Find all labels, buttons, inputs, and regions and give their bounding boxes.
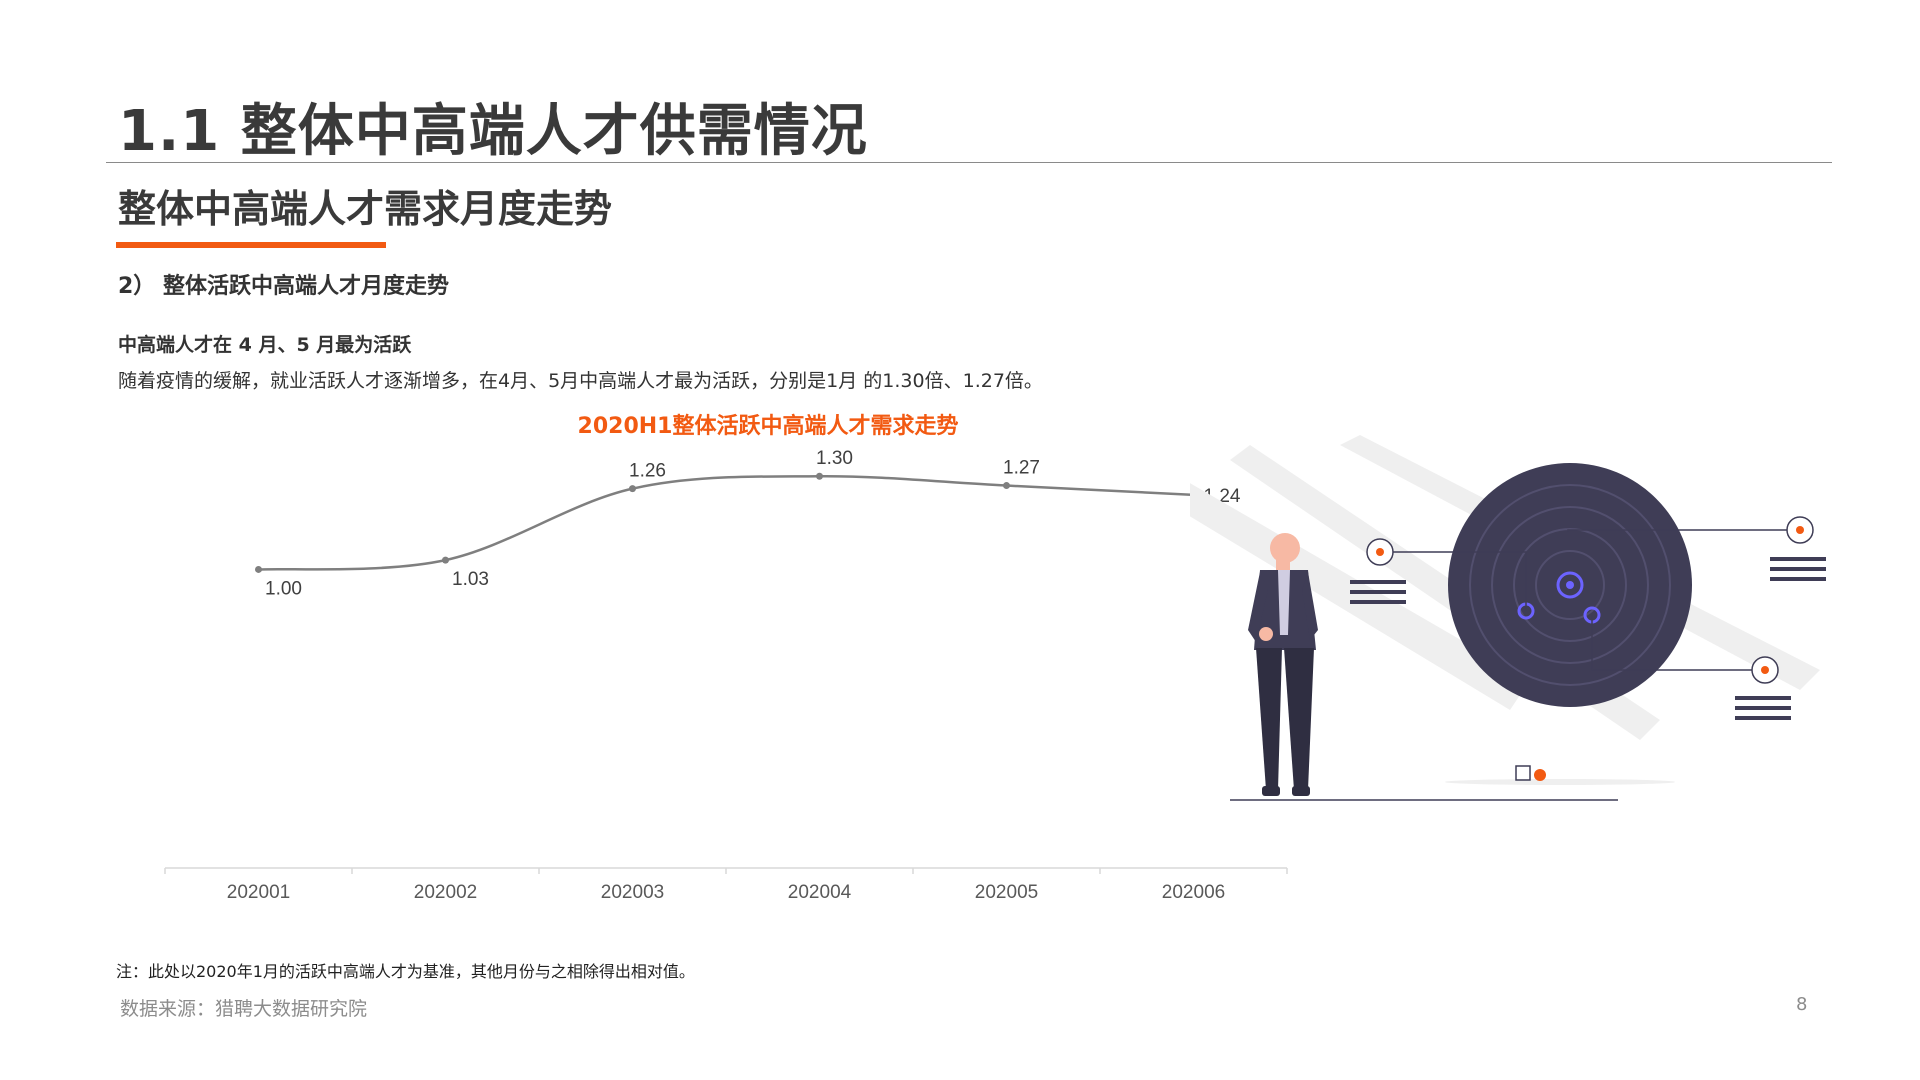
marker-bottom-right [1735, 656, 1791, 720]
data-point [442, 556, 449, 564]
data-point [255, 565, 262, 573]
page-number: 8 [1796, 994, 1808, 1015]
data-label: 1.26 [629, 461, 666, 482]
page-title: 1.1 整体中高端人才供需情况 [118, 99, 868, 164]
person-with-radar-target-illustration [1190, 435, 1826, 801]
marker-top-right [1770, 516, 1826, 581]
title-divider [106, 162, 1832, 163]
footnote: 注：此处以2020年1月的活跃中高端人才为基准，其他月份与之相除得出相对值。 [116, 962, 695, 981]
radar-target [1380, 463, 1800, 707]
subsection-heading: 2） 整体活跃中高端人才月度走势 [118, 274, 449, 299]
data-point [629, 485, 636, 493]
data-source: 数据来源：猎聘大数据研究院 [120, 998, 368, 1020]
x-tick-label: 202002 [414, 882, 477, 903]
section-title: 整体中高端人才需求月度走势 [118, 187, 613, 231]
x-tick-label: 202006 [1162, 882, 1225, 903]
person-figure [1248, 533, 1318, 796]
line-chart: 202001 202002 202003 202004 202005 202006 1.0… [164, 448, 1288, 903]
shadow [1445, 779, 1675, 785]
data-label: 1.27 [1003, 458, 1040, 479]
chart-title: 2020H1整体活跃中高端人才需求走势 [577, 414, 959, 439]
data-point [816, 472, 823, 480]
marker-left [1350, 538, 1406, 604]
square-icon [1515, 765, 1531, 781]
data-label: 1.00 [265, 578, 302, 599]
description-text: 随着疫情的缓解，就业活跃人才逐渐增多，在4月、5月中高端人才最为活跃，分别是1月… [118, 370, 1043, 392]
orange-dot-icon [1534, 769, 1546, 781]
data-point [1003, 482, 1010, 490]
x-tick-label: 202004 [788, 882, 852, 903]
section-title-underline [116, 242, 386, 248]
data-label: 1.03 [452, 569, 489, 590]
data-label: 1.30 [816, 448, 853, 469]
x-tick-label: 202003 [601, 882, 664, 903]
series-line [258, 474, 1194, 571]
x-tick-label: 202005 [975, 882, 1038, 903]
x-tick-label: 202001 [227, 882, 290, 903]
key-finding: 中高端人才在 4 月、5 月最为活跃 [118, 334, 412, 356]
